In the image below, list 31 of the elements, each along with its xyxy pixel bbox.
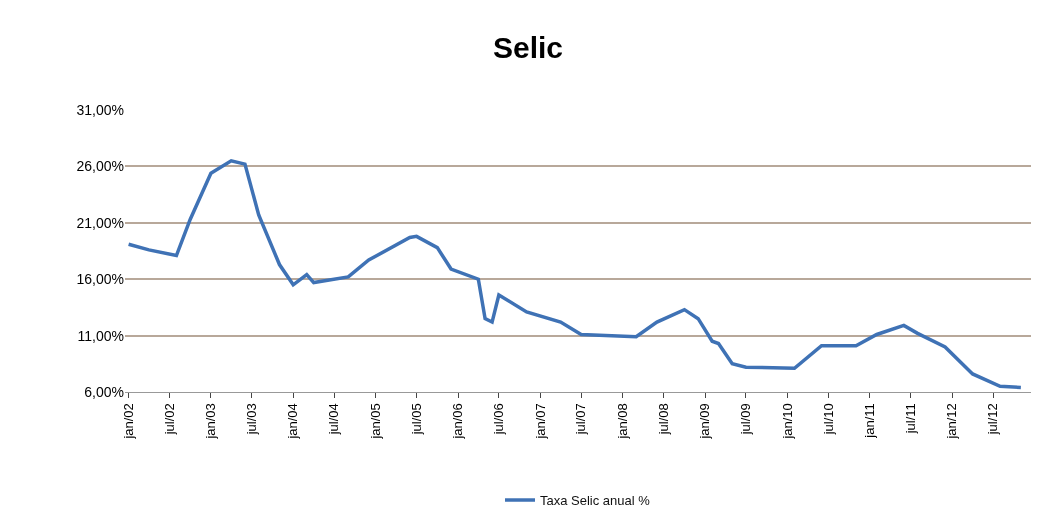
- legend-label: Taxa Selic anual %: [540, 493, 651, 509]
- x-tick-label: jul/03: [243, 403, 259, 436]
- x-tick-label: jul/07: [573, 403, 589, 436]
- x-tick-label: jan/05: [367, 403, 383, 440]
- x-tick-label: jan/10: [779, 403, 795, 440]
- y-tick-label: 26,00%: [76, 158, 124, 175]
- x-tick-label: jan/03: [203, 403, 219, 440]
- x-tick-label: jul/09: [738, 403, 754, 436]
- x-tick-label: jul/11: [902, 403, 918, 435]
- x-tick-label: jan/08: [614, 403, 630, 440]
- x-tick-label: jul/10: [820, 403, 836, 436]
- x-tick-label: jul/08: [655, 403, 671, 436]
- y-tick-label: 16,00%: [76, 271, 124, 288]
- y-tick-label: 21,00%: [76, 214, 124, 231]
- x-tick-label: jan/12: [944, 403, 960, 440]
- y-tick-label: 31,00%: [76, 101, 124, 118]
- x-tick-label: jul/06: [491, 403, 507, 436]
- x-tick-label: jan/09: [697, 403, 713, 440]
- x-tick-label: jan/07: [532, 403, 548, 440]
- x-tick-label: jul/05: [408, 403, 424, 436]
- x-tick-label: jan/04: [285, 403, 301, 440]
- x-tick-label: jul/02: [161, 403, 177, 436]
- x-tick-label: jan/11: [862, 403, 878, 439]
- line-series: [126, 159, 1023, 390]
- y-tick-label: 6,00%: [84, 383, 124, 400]
- x-tick-label: jan/02: [120, 403, 136, 440]
- x-tick-label: jul/12: [985, 403, 1001, 436]
- x-tick-label: jul/04: [326, 403, 342, 436]
- chart-title: Selic: [492, 30, 564, 64]
- y-tick-label: 11,00%: [77, 327, 124, 344]
- x-tick-label: jan/06: [450, 403, 466, 440]
